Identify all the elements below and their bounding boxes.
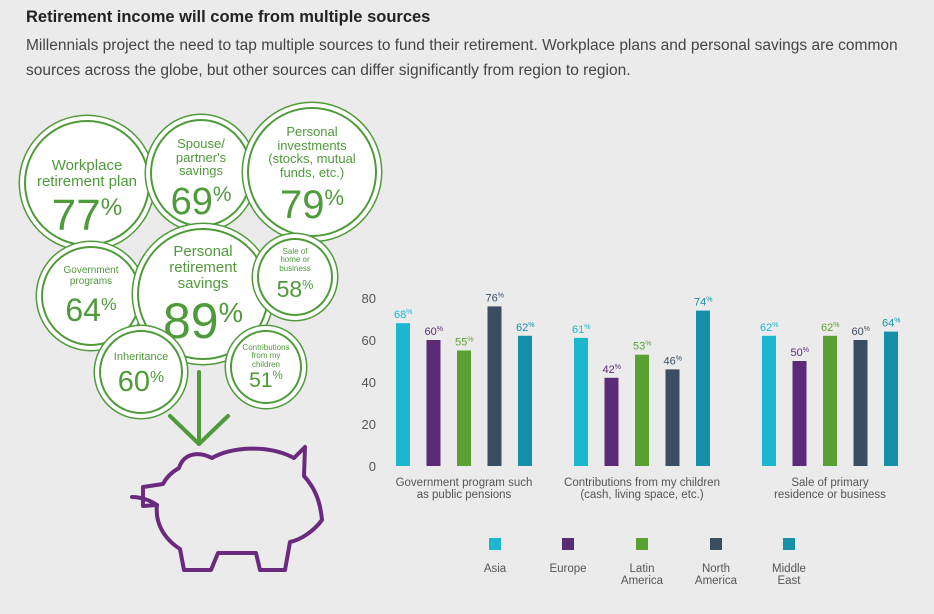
bar — [762, 335, 776, 466]
legend-label: East — [777, 575, 801, 587]
bar-value-label: 62% — [760, 322, 778, 334]
bubble-label: Inheritance — [113, 351, 169, 363]
chart-subtitle: Millennials project the need to tap mult… — [26, 37, 898, 79]
bubble-spouse-savings: Spouse/ partner's savings 69% — [150, 119, 252, 227]
bar — [853, 340, 868, 466]
bar — [665, 369, 680, 466]
bubble-label: Personal investments (stocks, mutual fun… — [268, 124, 356, 180]
bubble-value: 51% — [249, 369, 283, 392]
legend-label: North — [702, 563, 730, 575]
bar — [604, 377, 619, 466]
bar-value-label: 64% — [882, 318, 900, 330]
y-axis: 0 20 40 60 80 — [362, 291, 376, 474]
bar-value-label: 60% — [852, 326, 870, 338]
bubble-personal-investments: Personal investments (stocks, mutual fun… — [247, 107, 377, 237]
bar-value-label: 50% — [791, 347, 809, 359]
bar — [518, 335, 532, 466]
bar-value-label: 62% — [821, 322, 839, 334]
bar-value-label: 61% — [572, 324, 590, 336]
bar — [696, 310, 710, 466]
legend-label: America — [621, 575, 664, 587]
bubble-label: Workplace retirement plan — [36, 157, 138, 190]
legend-label: Asia — [484, 563, 507, 575]
category-label: as public pensions — [417, 489, 512, 501]
bar — [457, 350, 471, 466]
bar — [574, 337, 588, 466]
legend-swatch — [489, 538, 501, 550]
bar-value-label: 74% — [694, 297, 712, 309]
legend-swatch — [562, 538, 574, 550]
bubble-value: 69% — [170, 181, 232, 223]
y-tick-label: 60 — [362, 333, 376, 348]
bar — [635, 354, 649, 466]
bubble-value: 77% — [51, 191, 123, 240]
bubble-label: Spouse/ partner's savings — [175, 136, 227, 179]
legend-label: Middle — [772, 563, 806, 575]
y-tick-label: 0 — [369, 459, 376, 474]
category-label: (cash, living space, etc.) — [580, 489, 704, 501]
bar-value-label: 46% — [664, 355, 682, 367]
bar-value-label: 55% — [455, 337, 473, 349]
category-label: Government program such — [396, 477, 533, 489]
piggy-bank-icon — [130, 445, 324, 572]
legend-swatch — [636, 538, 648, 550]
category-label: residence or business — [774, 489, 886, 501]
bubble-inheritance: Inheritance 60% — [99, 330, 183, 414]
category-label: Sale of primary — [791, 477, 869, 489]
bubble-label: Sale of home or business — [279, 247, 311, 273]
bar-value-label: 42% — [603, 364, 621, 376]
bar — [396, 323, 410, 466]
bar — [426, 340, 441, 466]
bubble-contributions-from-children: Contributions from my children 51% — [230, 330, 302, 404]
chart-title: Retirement income will come from multipl… — [26, 8, 431, 26]
bar-value-label: 68% — [394, 309, 412, 321]
bubble-value: 64% — [65, 292, 117, 328]
bar-value-label: 53% — [633, 341, 651, 353]
bubble-label: Contributions from my children — [242, 343, 290, 369]
bubble-value: 79% — [279, 183, 345, 227]
bars-group: 68% 60% 55% 76% 62% 61% 42% 53% 46% 74% 62% 50% 62% 6… — [394, 292, 900, 466]
bubble-label: Personal retirement savings — [169, 243, 237, 292]
legend-label: Europe — [549, 563, 586, 575]
legend: Asia Europe LatinAmericaNorthAmericaMiddle… — [484, 538, 806, 587]
legend-swatch — [783, 538, 795, 550]
bar — [792, 361, 807, 466]
down-arrow-icon — [168, 370, 230, 446]
bubble-value: 58% — [276, 276, 314, 302]
legend-swatch — [710, 538, 722, 550]
bubble-label: Government programs — [63, 265, 119, 287]
bar — [487, 306, 502, 466]
bubble-value: 89% — [162, 293, 244, 349]
bubble-sale-of-home: Sale of home or business 58% — [257, 238, 333, 316]
bar-value-label: 76% — [486, 292, 504, 304]
legend-label: America — [695, 575, 738, 587]
bubble-workplace-retirement-plan: Workplace retirement plan 77% — [24, 120, 150, 246]
bar — [884, 331, 898, 466]
bar-value-label: 62% — [516, 322, 534, 334]
bar-value-label: 60% — [425, 326, 443, 338]
legend-label: Latin — [630, 563, 655, 575]
y-tick-label: 20 — [362, 417, 376, 432]
y-tick-label: 40 — [362, 375, 376, 390]
category-label: Contributions from my children — [564, 477, 720, 489]
y-tick-label: 80 — [362, 291, 376, 306]
bubble-value: 60% — [117, 366, 165, 398]
bar — [823, 335, 837, 466]
